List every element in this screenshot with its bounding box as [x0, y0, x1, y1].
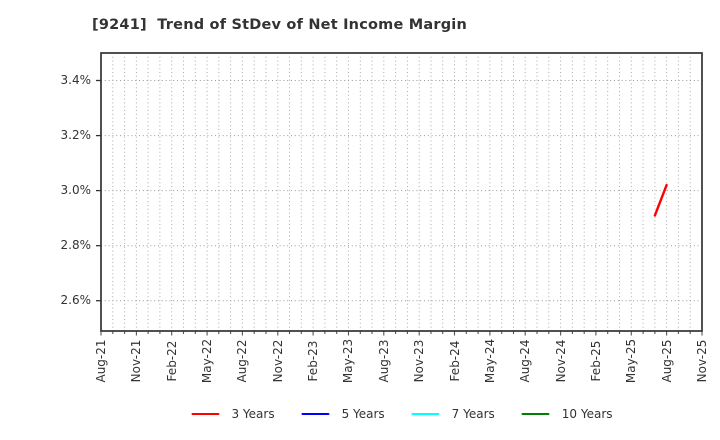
x-tick-label: Aug-21	[94, 339, 108, 383]
y-tick-label: 2.6%	[60, 293, 92, 308]
x-tick-label: Aug-23	[376, 339, 391, 383]
chart-title: [9241] Trend of StDev of Net Income Marg…	[92, 17, 467, 33]
legend-line-7-years-icon	[411, 412, 440, 416]
x-tick-label: Feb-25	[588, 340, 603, 382]
x-tick-label: Nov-23	[412, 339, 427, 383]
x-tick-label: Aug-22	[235, 339, 250, 383]
x-tick-label: Nov-25	[695, 339, 709, 383]
x-tick-label: Feb-24	[447, 340, 462, 382]
x-tick-label: Aug-24	[518, 339, 533, 383]
legend-line-5-years-icon	[301, 412, 330, 416]
x-tick-label: Feb-22	[164, 340, 179, 382]
legend-item-10-years: 10 Years	[521, 407, 613, 421]
x-tick-label: Nov-21	[129, 339, 144, 383]
x-tick-label: May-25	[624, 338, 639, 384]
legend-label-5-years: 5 Years	[341, 407, 385, 421]
x-tick-label: Feb-23	[306, 340, 321, 382]
series-line-3-years	[653, 183, 668, 217]
legend-line-3-years-icon	[191, 412, 220, 416]
legend-item-5-years: 5 Years	[301, 407, 385, 421]
legend-item-3-years: 3 Years	[191, 407, 275, 421]
y-tick-label: 3.0%	[60, 183, 92, 198]
legend-label-10-years: 10 Years	[561, 407, 613, 421]
x-tick-label: Nov-22	[270, 339, 285, 383]
y-tick-label: 3.4%	[60, 73, 92, 88]
legend-label-3-years: 3 Years	[231, 407, 275, 421]
x-tick-label: May-24	[482, 338, 497, 384]
x-tick-label: May-23	[341, 338, 356, 384]
y-tick-label: 2.8%	[60, 238, 92, 253]
legend-label-7-years: 7 Years	[451, 407, 495, 421]
x-tick-label: May-22	[200, 338, 215, 384]
legend-item-7-years: 7 Years	[411, 407, 495, 421]
legend-line-10-years-icon	[521, 412, 550, 416]
x-tick-label: Aug-25	[659, 339, 674, 383]
legend: 3 Years 5 Years 7 Years 10 Years	[191, 407, 613, 421]
x-tick-label: Nov-24	[553, 339, 568, 383]
y-tick-label: 3.2%	[60, 128, 92, 143]
